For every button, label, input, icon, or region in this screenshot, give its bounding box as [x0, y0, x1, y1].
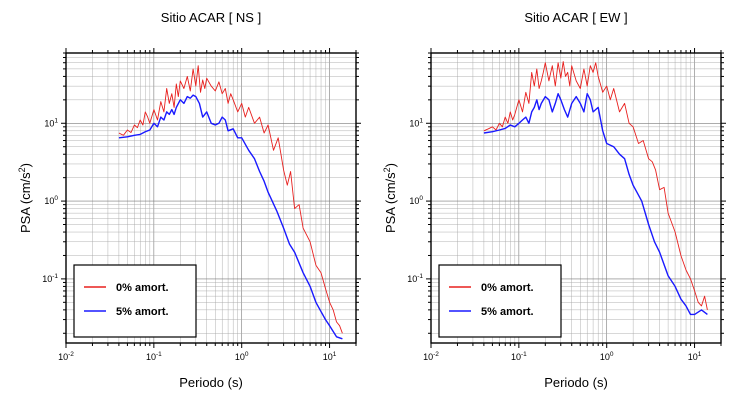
y-tick-label: 10-1: [407, 273, 423, 284]
legend-label: 0% amort.: [116, 282, 169, 294]
series-line-0pct-damping: [483, 61, 708, 310]
x-tick-label: 10-1: [146, 351, 162, 362]
plot-frame: [65, 52, 357, 344]
grid: [66, 53, 356, 343]
series-line-5pct-damping: [118, 94, 343, 340]
x-axis-label: Periodo (s): [544, 375, 608, 390]
y-tick-label: 10-1: [42, 273, 58, 284]
series-lines: [118, 65, 343, 340]
chart-title: Sitio ACAR [ EW ]: [524, 10, 627, 25]
x-tick-label: 100: [600, 351, 614, 362]
series-line-0pct-damping: [118, 65, 343, 334]
y-tick-label: 101: [44, 117, 58, 128]
x-tick-label: 10-2: [423, 351, 439, 362]
series-line-5pct-damping: [483, 92, 708, 316]
legend: 0% amort. 5% amort.: [438, 264, 562, 338]
x-tick-label: 100: [235, 351, 249, 362]
y-tick-label: 101: [409, 117, 423, 128]
x-tick-label: 10-1: [511, 351, 527, 362]
chart-title: Sitio ACAR [ NS ]: [161, 10, 261, 25]
tick-marks: [426, 48, 726, 348]
x-axis-label: Periodo (s): [179, 375, 243, 390]
legend: 0% amort. 5% amort.: [73, 264, 197, 338]
legend-label: 0% amort.: [481, 282, 534, 294]
tick-marks: [61, 48, 361, 348]
series-lines: [483, 61, 708, 316]
y-axis-label: PSA (cm/s2): [382, 163, 398, 233]
plot-frame: [430, 52, 722, 344]
x-tick-label: 101: [688, 351, 702, 362]
y-axis-label: PSA (cm/s2): [17, 163, 33, 233]
x-tick-label: 10-2: [58, 351, 74, 362]
chart-panel-ew: 10-2 10-1 100 101 10-1 100 101 Sitio ACAR [ EW …: [382, 10, 726, 390]
y-tick-label: 100: [409, 195, 423, 206]
legend-label: 5% amort.: [116, 306, 169, 318]
y-tick-label: 100: [44, 195, 58, 206]
legend-box: [438, 264, 562, 338]
legend-label: 5% amort.: [481, 306, 534, 318]
x-tick-label: 101: [323, 351, 337, 362]
legend-box: [73, 264, 197, 338]
chart-panel-ns: 10-2 10-1 100 101 10-1 100 101 Sitio ACAR [ NS …: [17, 10, 361, 390]
